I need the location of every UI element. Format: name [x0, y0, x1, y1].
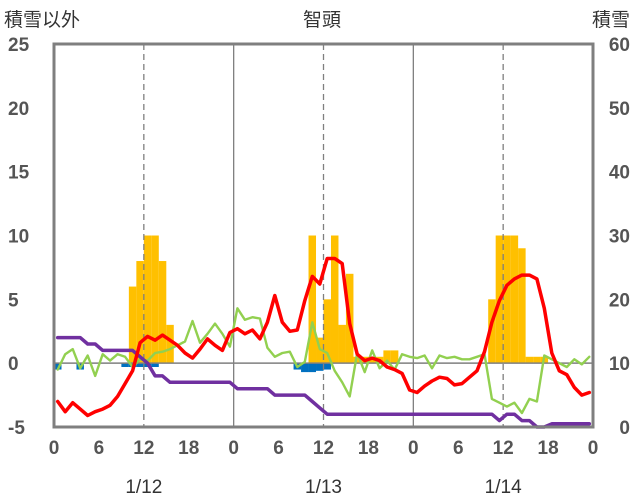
- negative-bar: [308, 363, 317, 373]
- bar: [518, 248, 526, 364]
- bar: [383, 350, 391, 364]
- bar: [158, 261, 167, 364]
- lines-layer: [55, 256, 592, 429]
- left-tick-label: 25: [8, 35, 30, 56]
- negative-bar: [301, 363, 309, 373]
- frame-layer: [52, 42, 595, 429]
- bar: [390, 350, 399, 364]
- x-tick-label: 12: [493, 438, 514, 459]
- x-tick-label: 0: [408, 438, 419, 459]
- bar: [525, 356, 534, 364]
- grid-layer: [54, 44, 593, 427]
- bar: [151, 235, 159, 364]
- left-tick-label: 0: [8, 354, 19, 375]
- right-tick-label: 60: [609, 35, 630, 56]
- x-tick-label: 6: [94, 438, 105, 459]
- left-axis-title: 積雪以外: [4, 9, 80, 31]
- left-tick-label: 20: [8, 99, 29, 120]
- negative-bars-layer: [54, 363, 331, 373]
- negative-bar: [54, 363, 62, 370]
- purple-series-line: [55, 335, 592, 429]
- negative-bar: [121, 363, 129, 367]
- date-label: 1/13: [305, 477, 342, 498]
- bar: [136, 261, 144, 364]
- bar: [166, 324, 174, 364]
- right-tick-label: 40: [609, 163, 630, 184]
- left-tick-label: 10: [8, 227, 29, 248]
- right-tick-label: 10: [609, 354, 630, 375]
- x-tick-label: 18: [178, 438, 199, 459]
- x-tick-label: 12: [133, 438, 154, 459]
- right-tick-label: 50: [609, 99, 630, 120]
- right-tick-label: 0: [619, 418, 630, 439]
- x-tick-label: 0: [588, 438, 599, 459]
- date-label: 1/14: [485, 477, 522, 498]
- x-tick-label: 0: [49, 438, 60, 459]
- bar: [308, 235, 317, 364]
- bar: [323, 299, 331, 364]
- bar: [503, 235, 511, 364]
- x-tick-label: 6: [453, 438, 464, 459]
- x-tick-label: 6: [273, 438, 284, 459]
- bar: [510, 235, 519, 364]
- right-axis-title: 積雪: [592, 9, 630, 31]
- x-tick-label: 12: [313, 438, 334, 459]
- bar: [143, 235, 152, 364]
- red-series-line: [55, 256, 592, 418]
- x-tick-label: 18: [538, 438, 559, 459]
- x-tick-label: 18: [358, 438, 379, 459]
- bar: [128, 286, 137, 364]
- bar: [338, 324, 346, 364]
- bar: [330, 235, 339, 364]
- negative-bar: [136, 363, 144, 367]
- date-label: 1/12: [125, 477, 162, 498]
- left-tick-label: 5: [8, 290, 19, 311]
- right-tick-label: 20: [609, 290, 630, 311]
- left-tick-label: -5: [8, 418, 25, 439]
- plot-frame: [52, 42, 595, 429]
- left-tick-label: 15: [8, 163, 30, 184]
- negative-bar: [316, 363, 324, 371]
- x-tick-label: 0: [228, 438, 239, 459]
- negative-bar: [151, 363, 159, 367]
- negative-bar: [323, 363, 331, 370]
- bar: [488, 299, 496, 364]
- bar: [533, 356, 541, 364]
- chart-title: 智頭: [303, 9, 341, 31]
- bar: [368, 356, 376, 364]
- right-tick-label: 30: [609, 227, 630, 248]
